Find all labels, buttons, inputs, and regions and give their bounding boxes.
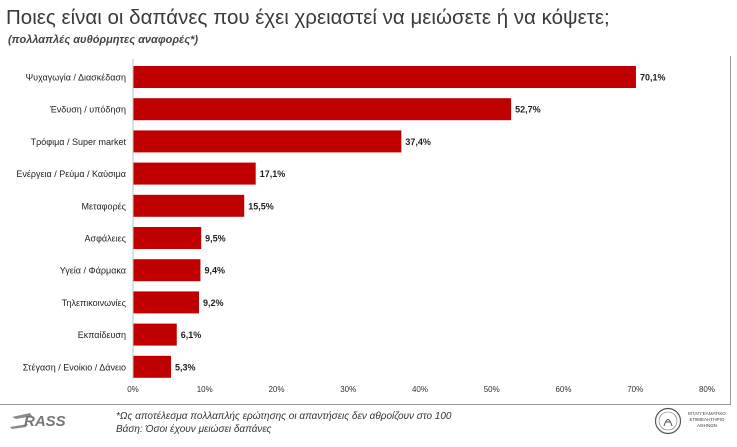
footnote-line-2: Βάση: Όσοι έχουν μειώσει δαπάνες	[116, 424, 272, 435]
tick-label: 80%	[699, 385, 715, 394]
category-label: Τρόφιμα / Super market	[31, 137, 127, 147]
footnote: *Ως αποτέλεσμα πολλαπλής ερώτησης οι απα…	[116, 410, 451, 436]
bar-chart: Ψυχαγωγία / Διασκέδαση 70,1% Ένδυση / υπόδ…	[16, 59, 715, 394]
tick-label: 20%	[268, 385, 284, 394]
chart-title: Ποιες είναι οι δαπάνες που έχει χρειαστε…	[6, 6, 610, 29]
category-label: Υγεία / Φάρμακα	[60, 266, 126, 276]
tick-label: 10%	[197, 385, 213, 394]
bar	[133, 355, 172, 378]
bar	[133, 323, 177, 346]
category-label: Εκπαίδευση	[78, 330, 126, 340]
value-label: 9,5%	[205, 234, 226, 244]
value-label: 37,4%	[405, 137, 431, 147]
tick-label: 30%	[340, 385, 356, 394]
rass-logo: RASS	[10, 413, 66, 430]
value-label: 9,2%	[203, 298, 224, 308]
value-label: 5,3%	[175, 362, 196, 372]
footnote-line-1: *Ως αποτέλεσμα πολλαπλής ερώτησης οι απα…	[116, 411, 452, 422]
value-label: 17,1%	[260, 169, 286, 179]
bar	[133, 130, 402, 153]
value-label: 6,1%	[181, 330, 202, 340]
tick-label: 60%	[555, 385, 571, 394]
chart-subtitle: (πολλαπλές αυθόρμητες αναφορές*)	[8, 34, 199, 46]
category-label: Ενέργεια / Ρεύμα / Καύσιμα	[16, 169, 126, 179]
tick-label: 40%	[412, 385, 428, 394]
rass-logo-text: RASS	[24, 413, 66, 430]
bar	[133, 162, 256, 185]
value-label: 9,4%	[204, 266, 225, 276]
bar	[133, 98, 512, 121]
value-label: 52,7%	[515, 105, 541, 115]
bar	[133, 66, 636, 88]
chamber-name-line-2: ΕΠΙΜΕΛΗΤΗΡΙΟ	[689, 417, 725, 422]
category-label: Ψυχαγωγία / Διασκέδαση	[26, 73, 126, 83]
bar	[133, 194, 245, 217]
tick-label: 50%	[484, 385, 500, 394]
category-label: Στέγαση / Ενοίκιο / Δάνειο	[23, 362, 126, 372]
bar	[133, 227, 202, 249]
category-label: Τηλεπικοινωνίες	[62, 298, 127, 308]
chamber-name-line-3: ΑΘΗΝΩΝ	[697, 423, 717, 428]
tick-label: 0%	[127, 385, 139, 394]
category-label: Ένδυση / υπόδηση	[49, 105, 126, 115]
bar	[133, 259, 201, 282]
chamber-name: ΕΠΑΓΓΕΛΜΑΤΙΚΟ ΕΠΙΜΕΛΗΤΗΡΙΟ ΑΘΗΝΩΝ	[684, 411, 730, 429]
category-label: Μεταφορές	[82, 201, 127, 211]
category-label: Ασφάλειες	[85, 234, 127, 244]
chart-frame	[0, 56, 731, 405]
chamber-seal-icon	[654, 407, 682, 435]
value-label: 15,5%	[248, 201, 274, 211]
chamber-name-line-1: ΕΠΑΓΓΕΛΜΑΤΙΚΟ	[688, 411, 726, 416]
value-label: 70,1%	[640, 73, 666, 83]
tick-label: 70%	[627, 385, 643, 394]
bar	[133, 291, 200, 314]
